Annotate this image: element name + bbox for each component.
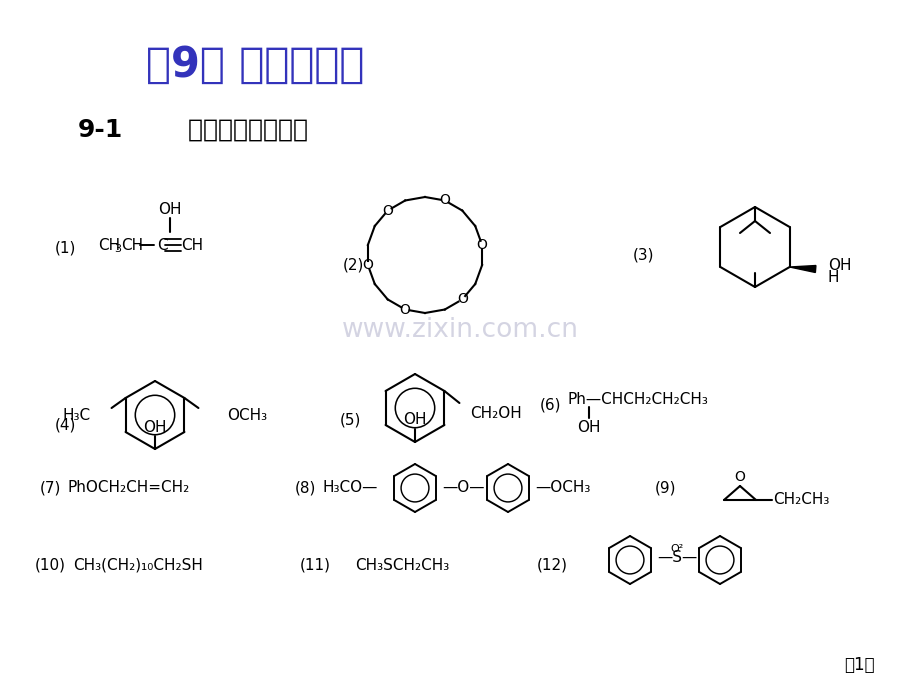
Text: O: O (457, 293, 467, 306)
Text: Ph—CHCH₂CH₂CH₃: Ph—CHCH₂CH₂CH₃ (567, 393, 709, 408)
Text: O: O (476, 238, 487, 252)
Text: OH: OH (576, 420, 600, 435)
Text: H₃C: H₃C (62, 408, 90, 424)
Text: CH₃SCH₂CH₃: CH₃SCH₂CH₃ (355, 558, 448, 573)
Text: (5): (5) (340, 413, 361, 428)
Text: CH: CH (98, 237, 120, 253)
Text: OH: OH (158, 202, 182, 217)
Text: www.zixin.com.cn: www.zixin.com.cn (341, 317, 578, 343)
Text: (8): (8) (295, 480, 316, 495)
Text: (6): (6) (539, 397, 561, 413)
Text: H₃CO—: H₃CO— (323, 480, 378, 495)
Text: O²: O² (669, 544, 683, 554)
Text: O: O (399, 302, 410, 317)
Text: CH₂CH₃: CH₂CH₃ (772, 493, 828, 508)
Text: —O—: —O— (441, 480, 484, 495)
Text: 3: 3 (114, 244, 121, 254)
Text: (10): (10) (35, 558, 66, 573)
Text: 第1页: 第1页 (844, 656, 874, 674)
Text: (2): (2) (343, 257, 364, 273)
Text: OH: OH (403, 413, 426, 428)
Text: 9-1: 9-1 (78, 118, 123, 142)
Text: (11): (11) (300, 558, 331, 573)
Text: (9): (9) (654, 480, 675, 495)
Text: (7): (7) (40, 480, 62, 495)
Text: OCH₃: OCH₃ (227, 408, 267, 424)
Text: (4): (4) (55, 417, 76, 433)
Text: CH: CH (181, 237, 203, 253)
Text: O: O (733, 470, 744, 484)
Text: 第9章 醇、酚、醚: 第9章 醇、酚、醚 (145, 44, 364, 86)
Text: (12): (12) (537, 558, 567, 573)
Text: H: H (827, 270, 838, 286)
Text: OH: OH (827, 257, 850, 273)
Text: (1): (1) (55, 241, 76, 255)
Text: O: O (382, 204, 392, 217)
Text: CH: CH (121, 237, 143, 253)
Text: PhOCH₂CH=CH₂: PhOCH₂CH=CH₂ (68, 480, 190, 495)
Text: O: O (439, 193, 449, 208)
Text: CH₂OH: CH₂OH (470, 406, 522, 420)
Text: —S—: —S— (656, 551, 697, 566)
Text: 命名以下化合物。: 命名以下化合物。 (180, 118, 308, 142)
Text: O: O (362, 258, 373, 272)
Text: OH: OH (143, 420, 166, 435)
Text: —OCH₃: —OCH₃ (535, 480, 590, 495)
Text: (3): (3) (632, 248, 653, 262)
Polygon shape (789, 266, 815, 273)
Text: CH₃(CH₂)₁₀CH₂SH: CH₃(CH₂)₁₀CH₂SH (73, 558, 203, 573)
Text: C: C (157, 237, 167, 253)
